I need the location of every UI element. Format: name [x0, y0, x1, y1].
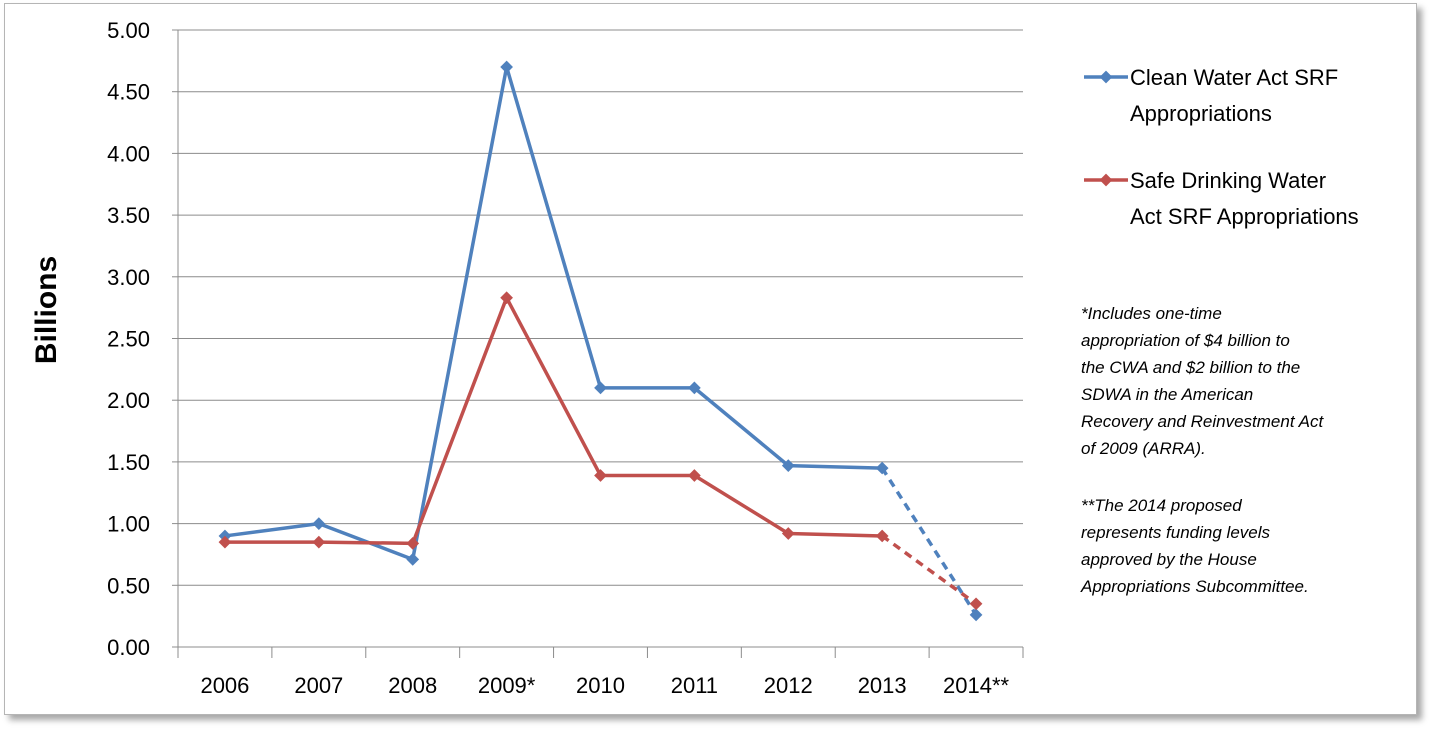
series-projection-line: [881, 534, 978, 606]
x-tick-label: 2009*: [478, 673, 536, 698]
x-tick-label: 2012: [764, 673, 813, 698]
x-tick-label: 2007: [294, 673, 343, 698]
annotation-line: of 2009 (ARRA).: [1081, 439, 1206, 458]
legend-label: Clean Water Act SRF: [1130, 65, 1338, 90]
annotation-2014-note: **The 2014 proposed represents funding le…: [1081, 492, 1309, 600]
series-projection-line: [880, 467, 978, 616]
y-tick-label: 1.50: [107, 450, 150, 475]
annotation-line: SDWA in the American: [1081, 385, 1254, 404]
y-tick-label: 2.00: [107, 388, 150, 413]
legend-label: Appropriations: [1130, 101, 1272, 126]
y-tick-label: 4.00: [107, 141, 150, 166]
x-tick-label: 2013: [858, 673, 907, 698]
y-tick-label: 2.50: [107, 327, 150, 352]
x-tick-label: 2010: [576, 673, 625, 698]
y-tick-label: 0.50: [107, 573, 150, 598]
x-tick-label: 2006: [200, 673, 249, 698]
series-line: [224, 296, 883, 546]
data-point: [594, 469, 607, 482]
annotation-line: Recovery and Reinvestment Act: [1081, 412, 1324, 431]
data-point: [312, 535, 326, 549]
legend-label: Act SRF Appropriations: [1130, 204, 1359, 229]
y-tick-label: 3.00: [107, 265, 150, 290]
legend-label: Safe Drinking Water: [1130, 168, 1326, 193]
series-lines: [218, 60, 983, 622]
y-tick-label: 5.00: [107, 18, 150, 43]
y-axis-label: Billions: [30, 256, 63, 364]
annotation-line: represents funding levels: [1081, 523, 1271, 542]
chart-frame: [4, 3, 1417, 715]
y-tick-label: 0.00: [107, 635, 150, 660]
data-point: [312, 517, 326, 530]
data-point: [969, 597, 983, 611]
axes: [172, 29, 1024, 658]
annotation-line: Appropriations Subcommittee.: [1081, 577, 1309, 596]
x-tick-label: 2011: [671, 673, 718, 698]
annotation-line: *Includes one-time: [1081, 304, 1222, 323]
annotation-line: appropriation of $4 billion to: [1081, 331, 1290, 350]
legend: Clean Water Act SRF Appropriations Safe Dr…: [1084, 65, 1359, 229]
x-tick-labels: 2006 2007 2008 2009* 2010 2011 2012 2013 2014**: [200, 673, 1009, 698]
legend-swatch-marker: [1099, 173, 1113, 187]
x-tick-label: 2008: [388, 673, 437, 698]
annotation-line: **The 2014 proposed: [1081, 496, 1242, 515]
x-tick-label: 2014**: [943, 673, 1010, 698]
gridlines: [178, 29, 1023, 586]
y-tick-label: 3.50: [107, 203, 150, 228]
annotation-line: the CWA and $2 billion to the: [1081, 358, 1301, 377]
annotation-line: approved by the House: [1081, 550, 1257, 569]
series-line: [224, 65, 883, 562]
y-tick-label: 1.00: [107, 512, 150, 537]
legend-swatch-marker: [1099, 70, 1113, 84]
data-point: [500, 60, 513, 74]
data-point: [406, 553, 420, 566]
series-2: [218, 291, 983, 611]
y-tick-label: 4.50: [107, 80, 150, 105]
data-point: [500, 291, 513, 305]
y-tick-labels: 0.00 0.50 1.00 1.50 2.00 2.50 3.00 3.50 4.00 4.50…: [107, 18, 150, 660]
data-point: [594, 381, 607, 395]
annotation-arra-note: *Includes one-time appropriation of $4 bi…: [1081, 300, 1323, 462]
